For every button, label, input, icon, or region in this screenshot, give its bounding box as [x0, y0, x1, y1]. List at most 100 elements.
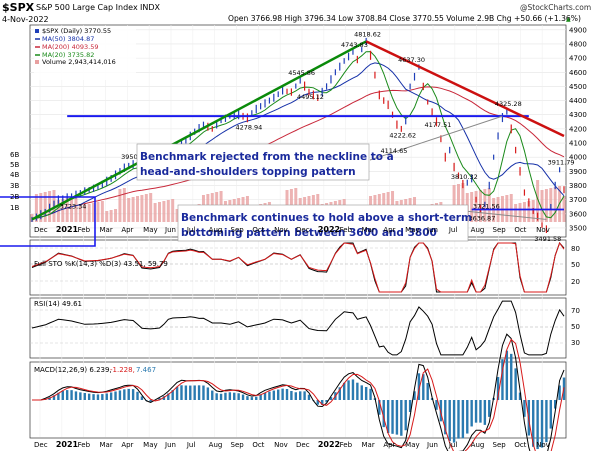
x-tick-label-price: May: [143, 226, 157, 234]
volume-bar: [553, 187, 557, 222]
copyright: @StockCharts.com: [520, 3, 591, 12]
sto-d-line: [31, 241, 565, 293]
macd-hist-bar: [408, 400, 412, 412]
volume-bar: [158, 202, 162, 222]
x-tick-label-bottom: 2021: [56, 440, 79, 449]
macd-hist-bar: [290, 390, 293, 400]
macd-hist-bar: [505, 350, 509, 400]
macd-hist-bar: [109, 392, 113, 400]
macd-hist-bar: [206, 387, 210, 400]
macd-hist-bar: [351, 379, 355, 400]
macd-hist-bar: [298, 391, 302, 400]
vol-3b: 3B: [10, 182, 19, 190]
macd-hist-bar: [219, 393, 223, 400]
macd-hist-bar: [57, 392, 60, 400]
macd-hist-bar: [422, 374, 425, 400]
x-tick-label-bottom: Apr: [383, 441, 395, 449]
price-label: 4278.94: [235, 124, 262, 132]
annotation-rejected: Benchmark rejected from the neckline to …: [136, 143, 394, 181]
x-tick-label-price: Aug: [471, 226, 485, 234]
sto-tick-20: 20: [571, 278, 580, 286]
price-label: 3950.43: [121, 153, 148, 161]
x-tick-label-bottom: Mar: [362, 441, 375, 449]
macd-hist-bar: [83, 392, 86, 400]
volume-bar: [171, 199, 175, 222]
macd-hist-bar: [448, 400, 451, 442]
macd-hist-bar: [118, 390, 122, 400]
macd-hist-bar: [532, 400, 535, 447]
price-label: 4743.83: [341, 41, 368, 49]
x-tick-label-bottom: Mar: [100, 441, 113, 449]
x-axis: DecDec20212021FebFebMarMarAprAprMayMayJu…: [34, 225, 550, 449]
macd-hist-bar: [167, 393, 170, 400]
volume-bar: [74, 196, 78, 222]
x-tick-label-price: Oct: [252, 226, 264, 234]
x-tick-label-price: Aug: [209, 226, 223, 234]
index-name: S&P 500 Large Cap Index: [36, 3, 138, 12]
x-tick-label-bottom: Jun: [426, 441, 438, 449]
annotation-holding-line1: Benchmark continues to hold above a shor…: [181, 212, 472, 224]
macd-hist-bar: [180, 385, 183, 400]
macd-hist-bar: [303, 391, 306, 400]
macd-hist-bar: [87, 393, 91, 400]
x-tick-label-bottom: Feb: [78, 441, 91, 449]
macd-hist-bar: [320, 400, 324, 405]
price-label: 4325.28: [495, 100, 522, 108]
macd-hist-bar: [496, 377, 500, 400]
vol-5b: 5B: [10, 161, 19, 169]
x-tick-label-price: Dec: [34, 226, 48, 234]
macd-hist-bar: [316, 400, 319, 405]
volume-bar: [144, 194, 148, 222]
price-label: 3636.87: [468, 215, 495, 223]
x-tick-label-price: 2021: [56, 225, 79, 234]
rsi-tick-50: 50: [571, 323, 580, 331]
macd-hist-bar: [184, 385, 188, 400]
legend-volume: Volume 2,943,414,016: [42, 58, 116, 66]
macd-hist-bar: [105, 393, 108, 400]
x-tick-label-bottom: Oct: [514, 441, 526, 449]
x-tick-label-bottom: Jul: [448, 441, 458, 449]
ma20-line: [31, 51, 565, 220]
macd-hist-bar: [277, 389, 280, 400]
macd-hist-bar: [444, 400, 447, 435]
macd-hist-bar: [202, 385, 205, 400]
volume-bar: [166, 200, 170, 222]
macd-hist-bar: [211, 390, 214, 400]
macd-hist-bar: [536, 400, 539, 450]
macd-hist-bar: [250, 397, 254, 400]
x-tick-label-price: Nov: [536, 226, 550, 234]
volume-bar: [136, 196, 140, 222]
macd-hist-bar: [404, 400, 407, 431]
x-tick-label-bottom: May: [405, 441, 419, 449]
price-label: 3810.32: [451, 173, 478, 181]
volume-bar: [100, 201, 104, 222]
macd-hist-bar: [382, 400, 385, 428]
y-tick-label: 4500: [569, 83, 587, 91]
annotation-rejected-line1: Benchmark rejected from the neckline to …: [140, 151, 394, 163]
volume-bar: [87, 204, 91, 222]
macd-hist-bar: [285, 389, 289, 400]
y-tick-label: 4900: [569, 26, 587, 34]
volume-bar: [518, 203, 522, 222]
y-tick-label: 3700: [569, 196, 587, 204]
y-tick-label: 4100: [569, 140, 587, 148]
macd-hist-bar: [224, 392, 227, 400]
macd-hist-bar: [549, 400, 553, 429]
macd-hist-bar: [215, 393, 218, 400]
macd-hist-bar: [342, 382, 346, 400]
volume-bar: [474, 191, 478, 222]
price-label: 4495.12: [297, 93, 324, 101]
x-tick-label-bottom: May: [143, 441, 157, 449]
x-tick-label-bottom: Aug: [209, 441, 223, 449]
x-tick-label-price: Nov: [274, 226, 288, 234]
macd-hist-bar: [325, 400, 328, 403]
macd-hist-bar: [193, 385, 196, 400]
macd-hist-bar: [483, 400, 487, 425]
volume-bar: [105, 211, 109, 222]
volume-bar: [514, 204, 518, 222]
x-tick-label-price: Jun: [426, 226, 438, 234]
macd-hist-bar: [246, 396, 249, 400]
macd-hist-bar: [136, 391, 139, 400]
macd-hist-bar: [259, 394, 262, 400]
macd-hist-bar: [228, 392, 232, 400]
